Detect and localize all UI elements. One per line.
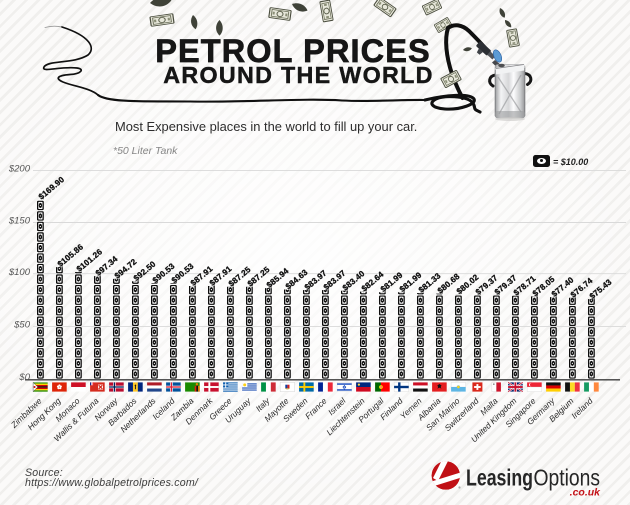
svg-text:$100: $100 bbox=[8, 267, 31, 278]
svg-text:$150: $150 bbox=[8, 216, 31, 227]
svg-text:Options: Options bbox=[534, 465, 601, 491]
svg-text:Ireland: Ireland bbox=[569, 396, 595, 421]
svg-text:$169.90: $169.90 bbox=[37, 175, 66, 202]
svg-text:France: France bbox=[303, 396, 329, 422]
svg-text:Leasing: Leasing bbox=[466, 465, 533, 491]
svg-text:$200: $200 bbox=[8, 164, 31, 175]
svg-text:$0: $0 bbox=[18, 372, 30, 383]
svg-text:$50: $50 bbox=[13, 320, 31, 331]
svg-text:.co.uk: .co.uk bbox=[570, 487, 602, 499]
